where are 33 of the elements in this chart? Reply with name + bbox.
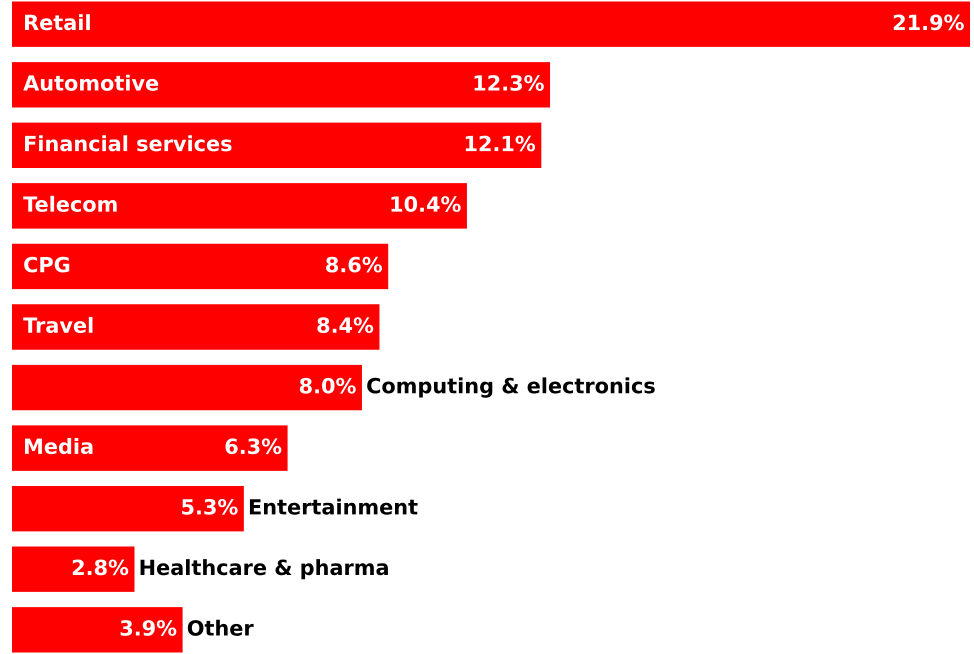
bar xyxy=(12,2,970,47)
data-label: 2.8% xyxy=(72,560,128,576)
bar xyxy=(12,486,244,532)
data-label: 10.4% xyxy=(391,196,461,212)
bar xyxy=(12,425,288,471)
bar xyxy=(12,62,550,108)
y-tick-label: Financial services xyxy=(25,135,232,152)
y-tick-label: Travel xyxy=(23,316,92,334)
data-label: 21.9% xyxy=(894,14,964,30)
bar xyxy=(12,122,542,168)
data-label: 3.9% xyxy=(120,620,176,636)
bar xyxy=(12,244,388,290)
y-tick-label: Other xyxy=(188,620,254,636)
data-label: 8.0% xyxy=(300,378,356,394)
y-tick-label: Telecom xyxy=(23,196,117,212)
data-label: 12.1% xyxy=(466,136,536,152)
y-tick-label: Healthcare & pharma xyxy=(140,559,388,580)
data-label: 8.4% xyxy=(317,317,374,334)
bar xyxy=(12,304,380,350)
y-tick-label: Automotive xyxy=(23,74,158,91)
data-label: 6.3% xyxy=(226,438,282,454)
bar xyxy=(12,183,467,229)
data-label: 5.3% xyxy=(182,498,238,515)
y-tick-label: Media xyxy=(25,438,92,454)
bar xyxy=(12,364,362,410)
y-tick-label: Retail xyxy=(25,14,90,30)
bar xyxy=(12,607,183,652)
bar xyxy=(12,546,134,592)
data-label: 12.3% xyxy=(474,75,544,91)
y-tick-label: CPG xyxy=(24,256,70,272)
y-tick-label: Entertainment xyxy=(250,498,418,515)
y-tick-label: Computing & electronics xyxy=(367,377,655,398)
data-label: 8.6% xyxy=(326,256,382,272)
